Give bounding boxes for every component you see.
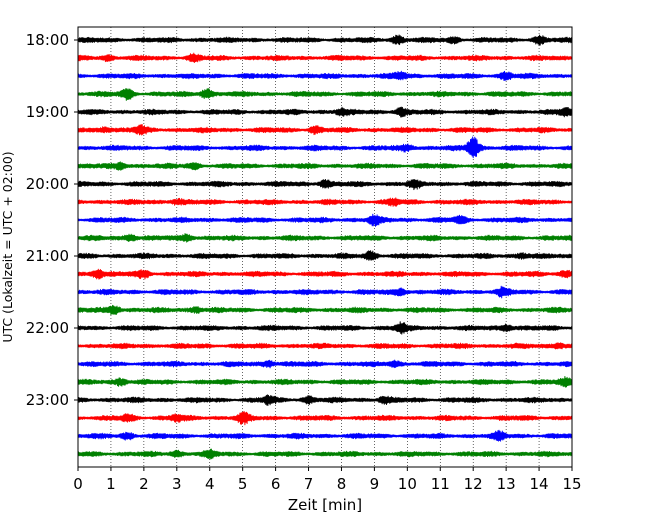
y-axis: 18:00 19:00 20:00 21:00 22:00 23:00: [26, 31, 78, 409]
x-tick-label: 8: [337, 475, 347, 493]
seismogram-trace: [77, 213, 573, 227]
seismogram-trace: [77, 233, 573, 243]
seismogram-trace: [77, 70, 573, 81]
seismogram-trace: [77, 342, 573, 350]
x-tick-label: 15: [562, 475, 581, 493]
seismogram-trace: [77, 359, 573, 369]
y-tick-label: 21:00: [26, 247, 69, 265]
x-tick-label: 2: [139, 475, 149, 493]
seismogram-trace: [77, 136, 573, 159]
seismogram-trace: [77, 179, 573, 191]
seismogram-trace: [77, 124, 573, 136]
x-axis-label: Zeit [min]: [288, 496, 362, 514]
seismogram-trace: [77, 87, 573, 101]
x-axis: 0 1 2 3 4 5 6 7 8 9 10 11 12 13 14 15: [73, 467, 582, 493]
seismogram-trace: [77, 161, 573, 171]
x-tick-label: 5: [238, 475, 248, 493]
x-tick-label: 10: [398, 475, 417, 493]
plot-frame: [77, 26, 573, 468]
x-tick-label: 0: [73, 475, 83, 493]
x-tick-label: 6: [271, 475, 281, 493]
seismogram-trace: [77, 448, 573, 460]
seismogram-trace: [77, 411, 573, 426]
x-tick-label: 13: [497, 475, 516, 493]
x-tick-label: 1: [106, 475, 116, 493]
x-tick-label: 11: [431, 475, 450, 493]
seismogram-trace: [77, 268, 573, 280]
x-tick-label: 9: [370, 475, 380, 493]
x-tick-label: 14: [530, 475, 549, 493]
seismogram-trace: [77, 52, 573, 63]
seismogram-trace: [77, 197, 573, 207]
seismogram-trace: [77, 34, 573, 46]
grid-layer: [110, 27, 540, 467]
seismogram-trace: [77, 285, 573, 299]
seismogram-trace: [77, 376, 573, 388]
y-tick-label: 23:00: [26, 391, 69, 409]
seismogram-trace: [77, 106, 573, 118]
x-tick-label: 7: [304, 475, 314, 493]
trace-layer: [77, 34, 573, 460]
seismogram-trace: [77, 250, 573, 261]
seismogram-trace: [77, 304, 573, 316]
y-tick-label: 18:00: [26, 31, 69, 49]
x-tick-label: 3: [172, 475, 182, 493]
y-tick-label: 20:00: [26, 175, 69, 193]
y-axis-label: UTC (Lokalzeit = UTC + 02:00): [0, 151, 15, 342]
y-tick-label: 22:00: [26, 319, 69, 337]
seismogram-trace: [77, 394, 573, 406]
x-tick-label: 12: [464, 475, 483, 493]
y-tick-label: 19:00: [26, 103, 69, 121]
x-tick-label: 4: [205, 475, 215, 493]
seismogram-trace: [77, 429, 573, 442]
seismogram-trace: [77, 321, 573, 335]
